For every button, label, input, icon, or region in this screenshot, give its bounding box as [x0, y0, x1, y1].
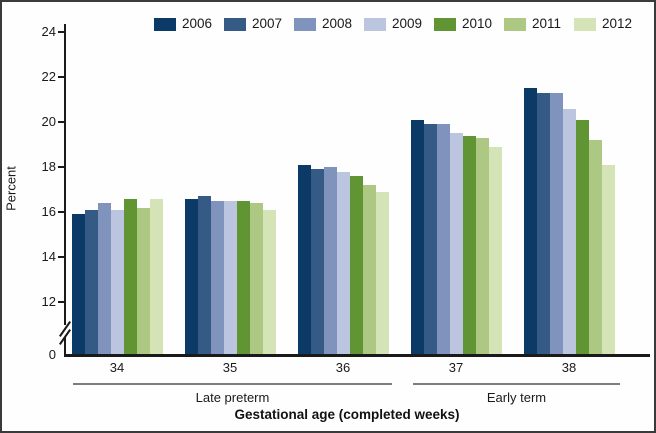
x-category-label: 34 — [109, 360, 125, 375]
bar — [576, 119, 589, 354]
bar — [524, 88, 537, 354]
bar — [211, 200, 224, 354]
tick-label: 18 — [41, 159, 56, 174]
bar — [85, 209, 98, 354]
bar — [424, 124, 437, 354]
bar — [537, 92, 550, 354]
bar — [337, 171, 350, 354]
legend-swatch — [154, 18, 176, 31]
bar — [137, 207, 150, 354]
tick-label: 14 — [41, 249, 56, 264]
tick-mark — [58, 256, 65, 258]
legend-swatch — [504, 18, 526, 31]
bar — [224, 200, 237, 354]
bar — [124, 198, 137, 354]
legend-label: 2006 — [182, 16, 213, 31]
legend-label: 2007 — [252, 16, 283, 31]
legend-swatch — [224, 18, 246, 31]
legend-swatch — [294, 18, 316, 31]
x-category-label: 37 — [448, 360, 464, 375]
x-axis-title: Gestational age (completed weeks) — [234, 407, 460, 422]
tick-mark — [58, 211, 65, 213]
tick-label: 16 — [41, 204, 56, 219]
bar — [150, 198, 163, 354]
bracket-label: Late preterm — [195, 390, 270, 405]
bar — [363, 185, 376, 354]
legend-swatch — [434, 18, 456, 31]
bar — [463, 135, 476, 354]
bar — [198, 196, 211, 354]
bar — [250, 203, 263, 354]
bar — [550, 92, 563, 354]
tick-label: 24 — [41, 24, 56, 39]
tick-mark — [58, 166, 65, 168]
tick-label: 20 — [41, 114, 56, 129]
bar — [411, 119, 424, 354]
bar — [237, 200, 250, 354]
bar — [72, 214, 85, 354]
legend-label: 2008 — [322, 16, 353, 31]
tick-mark — [58, 301, 65, 303]
x-category-label: 38 — [561, 360, 577, 375]
x-axis-line — [64, 354, 650, 357]
bar — [111, 209, 124, 354]
x-category-label: 36 — [335, 360, 351, 375]
bar — [489, 146, 502, 354]
legend-label: 2011 — [532, 16, 562, 31]
bar — [311, 169, 324, 354]
tick-mark — [58, 76, 65, 78]
tick-label: 12 — [41, 294, 56, 309]
bar — [298, 164, 311, 354]
axis-break-gap — [62, 325, 68, 337]
y-axis-line — [64, 24, 66, 356]
bracket-label: Early term — [486, 390, 547, 405]
bar — [476, 137, 489, 354]
bar — [437, 124, 450, 354]
bar — [589, 140, 602, 354]
tick-label: 22 — [41, 69, 56, 84]
x-category-label: 35 — [222, 360, 238, 375]
legend-swatch — [364, 18, 386, 31]
bar — [98, 203, 111, 354]
bar — [185, 198, 198, 354]
bar — [376, 191, 389, 354]
bracket-line — [413, 383, 620, 385]
legend-label: 2012 — [602, 16, 633, 31]
y-axis-zero-label: 0 — [48, 347, 56, 362]
legend-label: 2009 — [392, 16, 423, 31]
y-axis-title: Percent — [3, 166, 19, 211]
bar — [350, 176, 363, 354]
bracket-line — [73, 383, 392, 385]
bar — [602, 164, 615, 354]
bar — [563, 108, 576, 354]
tick-mark — [58, 121, 65, 123]
tick-mark — [58, 31, 65, 33]
bar — [324, 167, 337, 354]
bar — [263, 209, 276, 354]
bar — [450, 133, 463, 354]
legend-swatch — [574, 18, 596, 31]
legend-label: 2010 — [462, 16, 493, 31]
